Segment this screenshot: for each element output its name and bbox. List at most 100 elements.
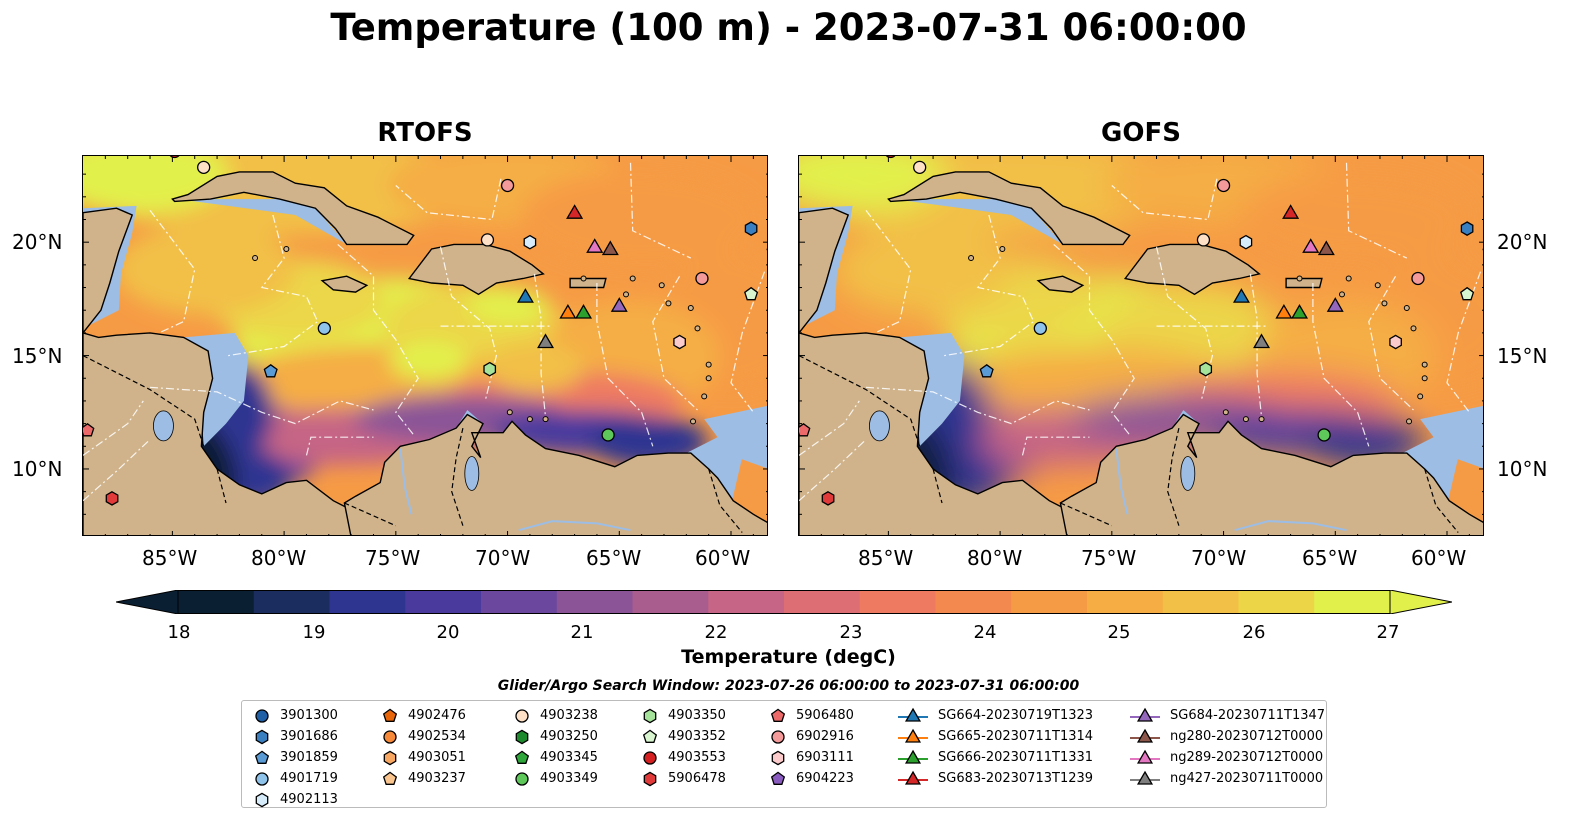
argo-marker-4903349[interactable] <box>601 428 615 442</box>
legend-item: 3901686 <box>254 726 338 747</box>
legend-marker-4903051[interactable] <box>383 750 397 765</box>
glider-marker-ng280-20230712T0000[interactable] <box>1317 240 1335 256</box>
argo-marker-5906480[interactable] <box>799 422 811 437</box>
map-panel-gofs[interactable] <box>798 155 1484 536</box>
legend-marker-3901300[interactable] <box>255 708 269 723</box>
argo-marker-4901719[interactable] <box>317 321 331 336</box>
legend-marker-6902916[interactable] <box>771 729 785 744</box>
country-border <box>344 502 397 527</box>
legend-marker-6904223[interactable] <box>770 771 786 785</box>
argo-marker-4903553[interactable] <box>169 156 181 159</box>
island <box>252 255 259 262</box>
argo-marker-4903349[interactable] <box>1317 428 1331 442</box>
argo-marker-4903553[interactable] <box>885 156 897 159</box>
glider-marker-ng280-20230712T0000[interactable] <box>601 240 619 256</box>
legend-label: SG665-20230711T1314 <box>938 729 1094 744</box>
island <box>622 291 629 298</box>
glider-marker-SG665-20230711T1314[interactable] <box>1275 304 1293 319</box>
argo-marker-3901686[interactable] <box>744 221 758 236</box>
glider-marker-ng427-20230711T0000[interactable] <box>537 333 555 349</box>
legend-marker-4902113[interactable] <box>255 792 269 807</box>
legend-marker-4903250[interactable] <box>515 729 529 744</box>
glider-marker-SG664-20230719T1323[interactable] <box>1232 288 1250 303</box>
legend-marker-4901719[interactable] <box>255 771 269 786</box>
argo-marker-4903238[interactable] <box>197 160 211 174</box>
shelf-area <box>1402 434 1459 506</box>
argo-marker-4903238[interactable] <box>913 160 927 174</box>
eez-boundary <box>799 439 867 502</box>
argo-marker-5906480[interactable] <box>83 422 95 437</box>
argo-marker-4901719[interactable] <box>1033 321 1047 336</box>
argo-marker-4903352[interactable] <box>1460 286 1475 301</box>
legend-marker-5906478[interactable] <box>643 771 657 786</box>
lon-label-75w-gofs: 75°W <box>1081 546 1137 570</box>
argo-marker-4903352[interactable] <box>744 286 759 301</box>
glider-marker-SG665-20230711T1314[interactable] <box>559 304 577 319</box>
argo-marker-4902113[interactable] <box>1239 234 1253 250</box>
argo-marker-6902916[interactable] <box>500 178 515 193</box>
colorbar-segment <box>253 590 330 614</box>
legend-marker-3901859[interactable] <box>254 750 270 764</box>
glider-marker-SG666-20230711T1331[interactable] <box>1291 304 1309 319</box>
legend-marker-4903349[interactable] <box>515 771 529 786</box>
glider-marker-SG684-20230711T1347[interactable] <box>1326 297 1344 312</box>
legend-label: 4903352 <box>668 729 726 744</box>
legend-label: SG666-20230711T1331 <box>938 750 1094 765</box>
argo-marker-4903238[interactable] <box>480 233 495 247</box>
colorbar-tick-18: 18 <box>167 622 191 643</box>
legend-marker-4903237[interactable] <box>382 771 398 785</box>
glider-marker-SG666-20230711T1331[interactable] <box>575 304 593 319</box>
legend-item: 4903051 <box>382 747 466 768</box>
glider-marker-ng289-20230712T0000[interactable] <box>586 238 604 253</box>
legend-marker-4903352[interactable] <box>642 729 658 743</box>
argo-marker-4903350[interactable] <box>1199 361 1213 377</box>
eez-boundary <box>83 400 144 456</box>
glider-marker-ng427-20230711T0000[interactable] <box>1253 333 1271 349</box>
argo-marker-5906478[interactable] <box>105 491 119 506</box>
eez-boundary <box>1446 271 1482 413</box>
legend-item: 5906478 <box>642 768 726 789</box>
glider-marker-SG683-20230713T1239[interactable] <box>566 204 584 219</box>
shelf-area <box>899 332 965 447</box>
eez-boundary <box>1368 275 1414 411</box>
argo-marker-4903350[interactable] <box>483 361 497 377</box>
legend-marker-4903553[interactable] <box>643 750 657 765</box>
map-panel-rtofs[interactable] <box>82 155 768 536</box>
eez-boundary <box>337 243 419 436</box>
argo-marker-4902113[interactable] <box>523 234 537 250</box>
legend-marker-4903350[interactable] <box>643 708 657 723</box>
legend-marker-4903238[interactable] <box>515 708 529 723</box>
island <box>1406 418 1413 425</box>
legend-marker-4902476[interactable] <box>382 708 398 722</box>
legend-marker-3901686[interactable] <box>255 729 269 744</box>
island <box>1403 304 1410 311</box>
legend-marker-4903345[interactable] <box>514 750 530 764</box>
argo-marker-6904223[interactable] <box>1482 245 1484 257</box>
argo-marker-5906478[interactable] <box>821 491 835 506</box>
legend-marker-6903111[interactable] <box>771 750 785 765</box>
argo-marker-6904223[interactable] <box>766 245 768 257</box>
legend-marker-4902534[interactable] <box>383 729 397 744</box>
legend-symbol-glider <box>898 707 928 722</box>
lon-label-65w-gofs: 65°W <box>1302 546 1358 570</box>
argo-marker-6903111[interactable] <box>1389 334 1402 350</box>
argo-marker-6902916[interactable] <box>1411 271 1425 286</box>
glider-marker-SG683-20230713T1239[interactable] <box>1282 204 1300 219</box>
colorbar-tick-27: 27 <box>1376 622 1400 643</box>
legend-marker-5906480[interactable] <box>770 708 786 722</box>
argo-marker-3901859[interactable] <box>263 363 278 378</box>
colorbar-tick-21: 21 <box>570 622 594 643</box>
argo-marker-6902916[interactable] <box>1216 178 1231 193</box>
glider-marker-ng289-20230712T0000[interactable] <box>1302 238 1320 253</box>
argo-marker-3901859[interactable] <box>979 363 994 378</box>
island <box>658 282 665 289</box>
glider-marker-SG684-20230711T1347[interactable] <box>610 297 628 312</box>
land-southAmerica <box>343 413 767 535</box>
argo-marker-4903238[interactable] <box>1196 233 1211 247</box>
glider-marker-SG664-20230719T1323[interactable] <box>516 288 534 303</box>
argo-marker-6903111[interactable] <box>673 334 686 350</box>
legend-label: 4903553 <box>668 750 726 765</box>
argo-marker-6902916[interactable] <box>695 271 709 286</box>
legend-item: 5906480 <box>770 705 854 726</box>
argo-marker-3901686[interactable] <box>1460 221 1474 236</box>
